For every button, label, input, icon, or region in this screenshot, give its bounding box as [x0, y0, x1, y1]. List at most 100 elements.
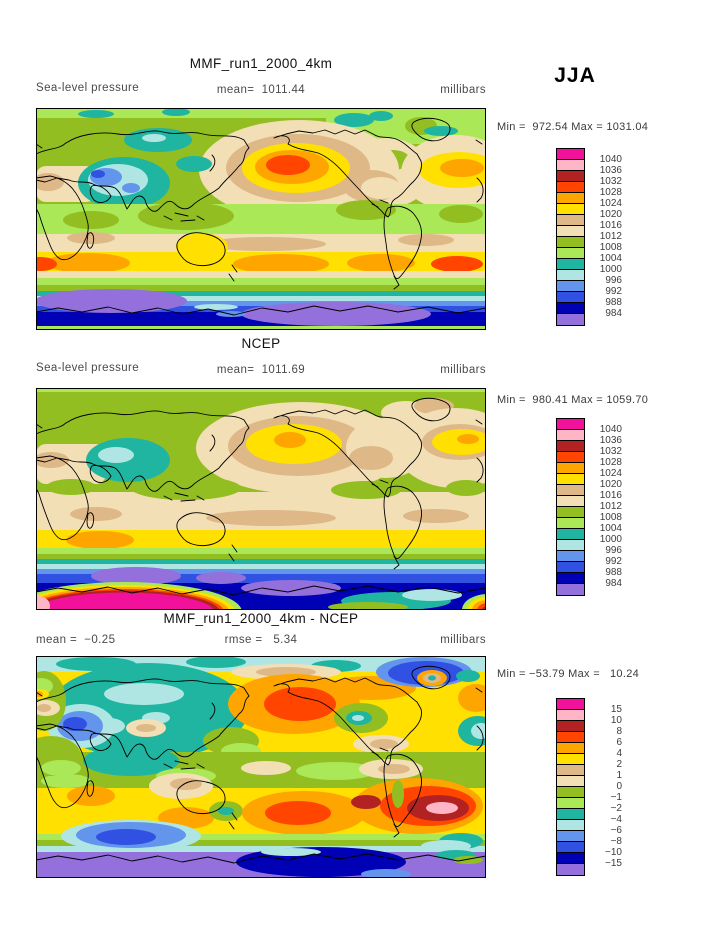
- panel1-mean-label: mean= 1011.44: [216, 84, 306, 96]
- colorbar-cell: [557, 160, 584, 171]
- colorbar-tick-label: 1028: [599, 187, 622, 198]
- colorbar-cell: [557, 463, 584, 474]
- colorbar-tick-label: 1040: [599, 424, 622, 435]
- colorbar-cell: [557, 430, 584, 441]
- colorbar-cell: [557, 710, 584, 721]
- colorbar-cell: [557, 551, 584, 562]
- panel1-units-label: millibars: [440, 84, 486, 96]
- colorbar-tick-label: −2: [610, 803, 622, 814]
- colorbar-cell: [557, 853, 584, 864]
- colorbar-tick-label: 984: [605, 578, 622, 589]
- map-frame: [36, 656, 486, 878]
- colorbar-cell: [557, 474, 584, 485]
- colorbar-cell: [557, 787, 584, 798]
- colorbar-tick-label: 1000: [599, 534, 622, 545]
- colorbar-tick-label: 988: [605, 297, 622, 308]
- colorbar-tick-label: 0: [616, 781, 622, 792]
- colorbar-tick-label: 10: [610, 715, 622, 726]
- panel1-title: MMF_run1_2000_4km: [189, 56, 333, 71]
- colorbar-cell: [557, 754, 584, 765]
- colorbar-tick-label: 1012: [599, 231, 622, 242]
- colorbar-tick-label: 8: [616, 726, 622, 737]
- contour-fill-shapes: [36, 108, 486, 330]
- world-map-svg-ncep: [36, 388, 486, 610]
- pressure-difference-map: [36, 656, 486, 878]
- panel3-colorbar: 15 10 8 6 4 2 1 0 −1 −2 −4 −6 −8 −10 −15: [556, 698, 622, 878]
- colorbar-tick-label: 1032: [599, 446, 622, 457]
- panel3-units-label: millibars: [440, 634, 486, 646]
- colorbar-cell: [557, 699, 584, 710]
- panel3-rmse-label: rmse = 5.34: [224, 634, 298, 646]
- colorbar-cell: [557, 573, 584, 584]
- colorbar-tick-label: 1024: [599, 198, 622, 209]
- panel1-field-label: Sea-level pressure: [36, 82, 140, 94]
- colorbar-cell: [557, 496, 584, 507]
- colorbar-cell: [557, 820, 584, 831]
- colorbar-cells: [556, 698, 585, 876]
- colorbar-cell: [557, 485, 584, 496]
- panel2-mean-label: mean= 1011.69: [216, 364, 306, 376]
- colorbar-cell: [557, 809, 584, 820]
- colorbar-tick-label: 1008: [599, 512, 622, 523]
- colorbar-tick-label: 1020: [599, 479, 622, 490]
- colorbar-cell: [557, 419, 584, 430]
- panel3-title: MMF_run1_2000_4km - NCEP: [163, 611, 359, 626]
- colorbar-cell: [557, 248, 584, 259]
- colorbar-tick-label: 1004: [599, 523, 622, 534]
- colorbar-tick-label: 1004: [599, 253, 622, 264]
- colorbar-tick-label: 1012: [599, 501, 622, 512]
- colorbar-tick-label: 988: [605, 567, 622, 578]
- colorbar-tick-label: −10: [605, 847, 622, 858]
- colorbar-cell: [557, 776, 584, 787]
- colorbar-tick-label: 1016: [599, 220, 622, 231]
- colorbar-tick-label: −15: [605, 858, 622, 869]
- colorbar-tick-label: 1036: [599, 165, 622, 176]
- colorbar-cell: [557, 540, 584, 551]
- colorbar-tick-label: 984: [605, 308, 622, 319]
- colorbar-tick-label: 15: [610, 704, 622, 715]
- panel3-minmax: Min = −53.79 Max = 10.24: [497, 668, 640, 680]
- colorbar-cell: [557, 303, 584, 314]
- colorbar-tick-label: 996: [605, 545, 622, 556]
- colorbar-cell: [557, 292, 584, 303]
- panel2-units-label: millibars: [440, 364, 486, 376]
- colorbar-tick-label: 1028: [599, 457, 622, 468]
- world-map-svg-mmf: [36, 108, 486, 330]
- colorbar-cell: [557, 798, 584, 809]
- colorbar-cell: [557, 226, 584, 237]
- colorbar-cell: [557, 171, 584, 182]
- colorbar-tick-label: 1008: [599, 242, 622, 253]
- pressure-map-ncep: [36, 388, 486, 610]
- panel2-title: NCEP: [241, 336, 281, 351]
- colorbar-tick-label: 1020: [599, 209, 622, 220]
- colorbar-cell: [557, 518, 584, 529]
- colorbar-tick-label: 996: [605, 275, 622, 286]
- colorbar-cell: [557, 237, 584, 248]
- colorbar-cells: [556, 418, 585, 596]
- colorbar-cell: [557, 743, 584, 754]
- colorbar-tick-label: 1040: [599, 154, 622, 165]
- colorbar-cell: [557, 507, 584, 518]
- colorbar-tick-label: 1036: [599, 435, 622, 446]
- panel3-mean-label: mean = −0.25: [36, 634, 116, 646]
- colorbar-tick-label: 4: [616, 748, 622, 759]
- colorbar-tick-label: 1024: [599, 468, 622, 479]
- colorbar-tick-label: −8: [610, 836, 622, 847]
- colorbar-cell: [557, 864, 584, 875]
- colorbar-cell: [557, 259, 584, 270]
- map-frame: [36, 108, 486, 330]
- contour-fill-shapes: [36, 656, 486, 878]
- colorbar-cell: [557, 182, 584, 193]
- colorbar-cell: [557, 270, 584, 281]
- colorbar-cell: [557, 765, 584, 776]
- panel2-field-label: Sea-level pressure: [36, 362, 140, 374]
- colorbar-tick-label: −4: [610, 814, 622, 825]
- colorbar-cell: [557, 831, 584, 842]
- colorbar-tick-label: 1: [616, 770, 622, 781]
- colorbar-cell: [557, 215, 584, 226]
- map-frame: [36, 388, 486, 610]
- colorbar-tick-label: 1032: [599, 176, 622, 187]
- colorbar-cells: [556, 148, 585, 326]
- panel2-minmax: Min = 980.41 Max = 1059.70: [497, 394, 649, 406]
